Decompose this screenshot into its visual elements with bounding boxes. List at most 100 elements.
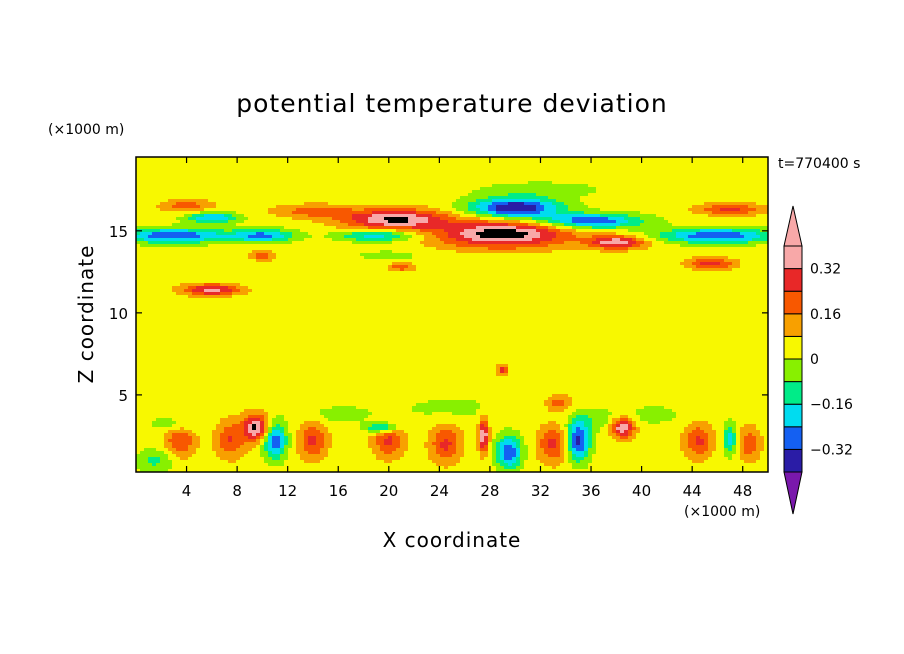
contour-cell <box>376 433 385 437</box>
contour-cell <box>464 235 481 239</box>
contour-cell <box>192 289 205 293</box>
contour-cell <box>728 457 733 461</box>
contour-cell <box>536 205 545 209</box>
contour-cell <box>620 415 629 419</box>
contour-cell <box>596 433 609 437</box>
contour-cell <box>136 307 768 311</box>
contour-cell <box>692 460 705 464</box>
contour-cell <box>136 433 165 437</box>
contour-cell <box>224 430 245 434</box>
contour-cell <box>380 445 401 449</box>
contour-cell <box>136 340 768 344</box>
contour-cell <box>288 436 293 440</box>
contour-cell <box>276 256 365 260</box>
contour-cell <box>332 238 357 242</box>
contour-cell <box>280 451 285 455</box>
contour-cell <box>368 217 385 221</box>
contour-cell <box>156 205 173 209</box>
contour-cell <box>220 418 245 422</box>
contour-cell <box>272 451 281 455</box>
y-unit-label: (×1000 m) <box>48 122 124 138</box>
contour-cell <box>228 436 233 440</box>
contour-cell <box>548 229 561 233</box>
contour-cell <box>612 427 617 431</box>
contour-cell <box>572 424 585 428</box>
contour-cell <box>552 238 597 242</box>
contour-cell <box>740 439 745 443</box>
contour-cell <box>308 214 353 218</box>
contour-cell <box>292 439 297 443</box>
contour-cell <box>456 442 465 446</box>
contour-cell <box>428 217 441 221</box>
contour-cell <box>488 445 493 449</box>
contour-cell <box>564 457 569 461</box>
contour-cell <box>516 226 537 230</box>
contour-cell <box>544 208 557 212</box>
contour-cell <box>148 457 161 461</box>
contour-cell <box>464 430 477 434</box>
contour-cell <box>540 235 557 239</box>
contour-cell <box>632 433 637 437</box>
contour-cell <box>536 439 541 443</box>
contour-cell <box>700 427 713 431</box>
contour-cell <box>656 238 669 242</box>
contour-cell <box>412 262 681 266</box>
contour-cell <box>192 454 217 458</box>
contour-cell <box>524 436 537 440</box>
contour-cell <box>136 331 768 335</box>
contour-cell <box>300 427 309 431</box>
colorbar-segment <box>783 448 803 473</box>
contour-cell <box>448 232 461 236</box>
contour-cell <box>584 211 641 215</box>
contour-cell <box>324 424 361 428</box>
contour-cell <box>756 208 768 212</box>
contour-cell <box>136 304 768 308</box>
contour-cell <box>708 445 717 449</box>
contour-cell <box>664 217 768 221</box>
contour-cell <box>584 442 589 446</box>
colorbar-tick-label: −0.16 <box>810 397 853 413</box>
contour-cell <box>556 430 565 434</box>
contour-cell <box>568 457 573 461</box>
contour-cell <box>720 262 733 266</box>
contour-cell <box>540 241 565 245</box>
contour-cell <box>256 424 261 428</box>
contour-cell <box>476 409 549 413</box>
contour-cell <box>264 421 269 425</box>
contour-cell <box>432 442 441 446</box>
contour-cell <box>680 445 689 449</box>
contour-cell <box>172 445 189 449</box>
contour-cell <box>432 412 453 416</box>
contour-cell <box>136 235 149 239</box>
contour-cell <box>456 244 549 248</box>
y-tick-label: 10 <box>109 305 128 323</box>
contour-cell <box>508 463 513 467</box>
contour-cell <box>560 454 565 458</box>
contour-cell <box>540 427 561 431</box>
contour-cell <box>248 235 273 239</box>
contour-cell <box>704 460 745 464</box>
contour-cell <box>584 451 589 455</box>
contour-cell <box>596 436 613 440</box>
contour-cell <box>348 223 365 227</box>
contour-cell <box>552 181 768 185</box>
contour-cell <box>388 268 401 272</box>
contour-cell <box>268 463 285 467</box>
contour-cell <box>428 451 437 455</box>
contour-cell <box>396 427 433 431</box>
contour-cell <box>580 196 768 200</box>
contour-cell <box>576 235 593 239</box>
x-axis: 4 8 12 16 20 24 28 32 36 40 44 48 <box>182 157 752 500</box>
contour-cell <box>504 460 517 464</box>
contour-cell <box>244 418 249 422</box>
contour-cell <box>264 415 269 419</box>
contour-cell <box>708 436 717 440</box>
contour-cell <box>300 454 329 458</box>
contour-cell <box>688 445 709 449</box>
contour-cell <box>368 226 413 230</box>
contour-cell <box>272 427 285 431</box>
contour-cell <box>524 235 541 239</box>
contour-cell <box>220 445 241 449</box>
contour-cell <box>732 418 768 422</box>
contour-cell <box>332 439 369 443</box>
